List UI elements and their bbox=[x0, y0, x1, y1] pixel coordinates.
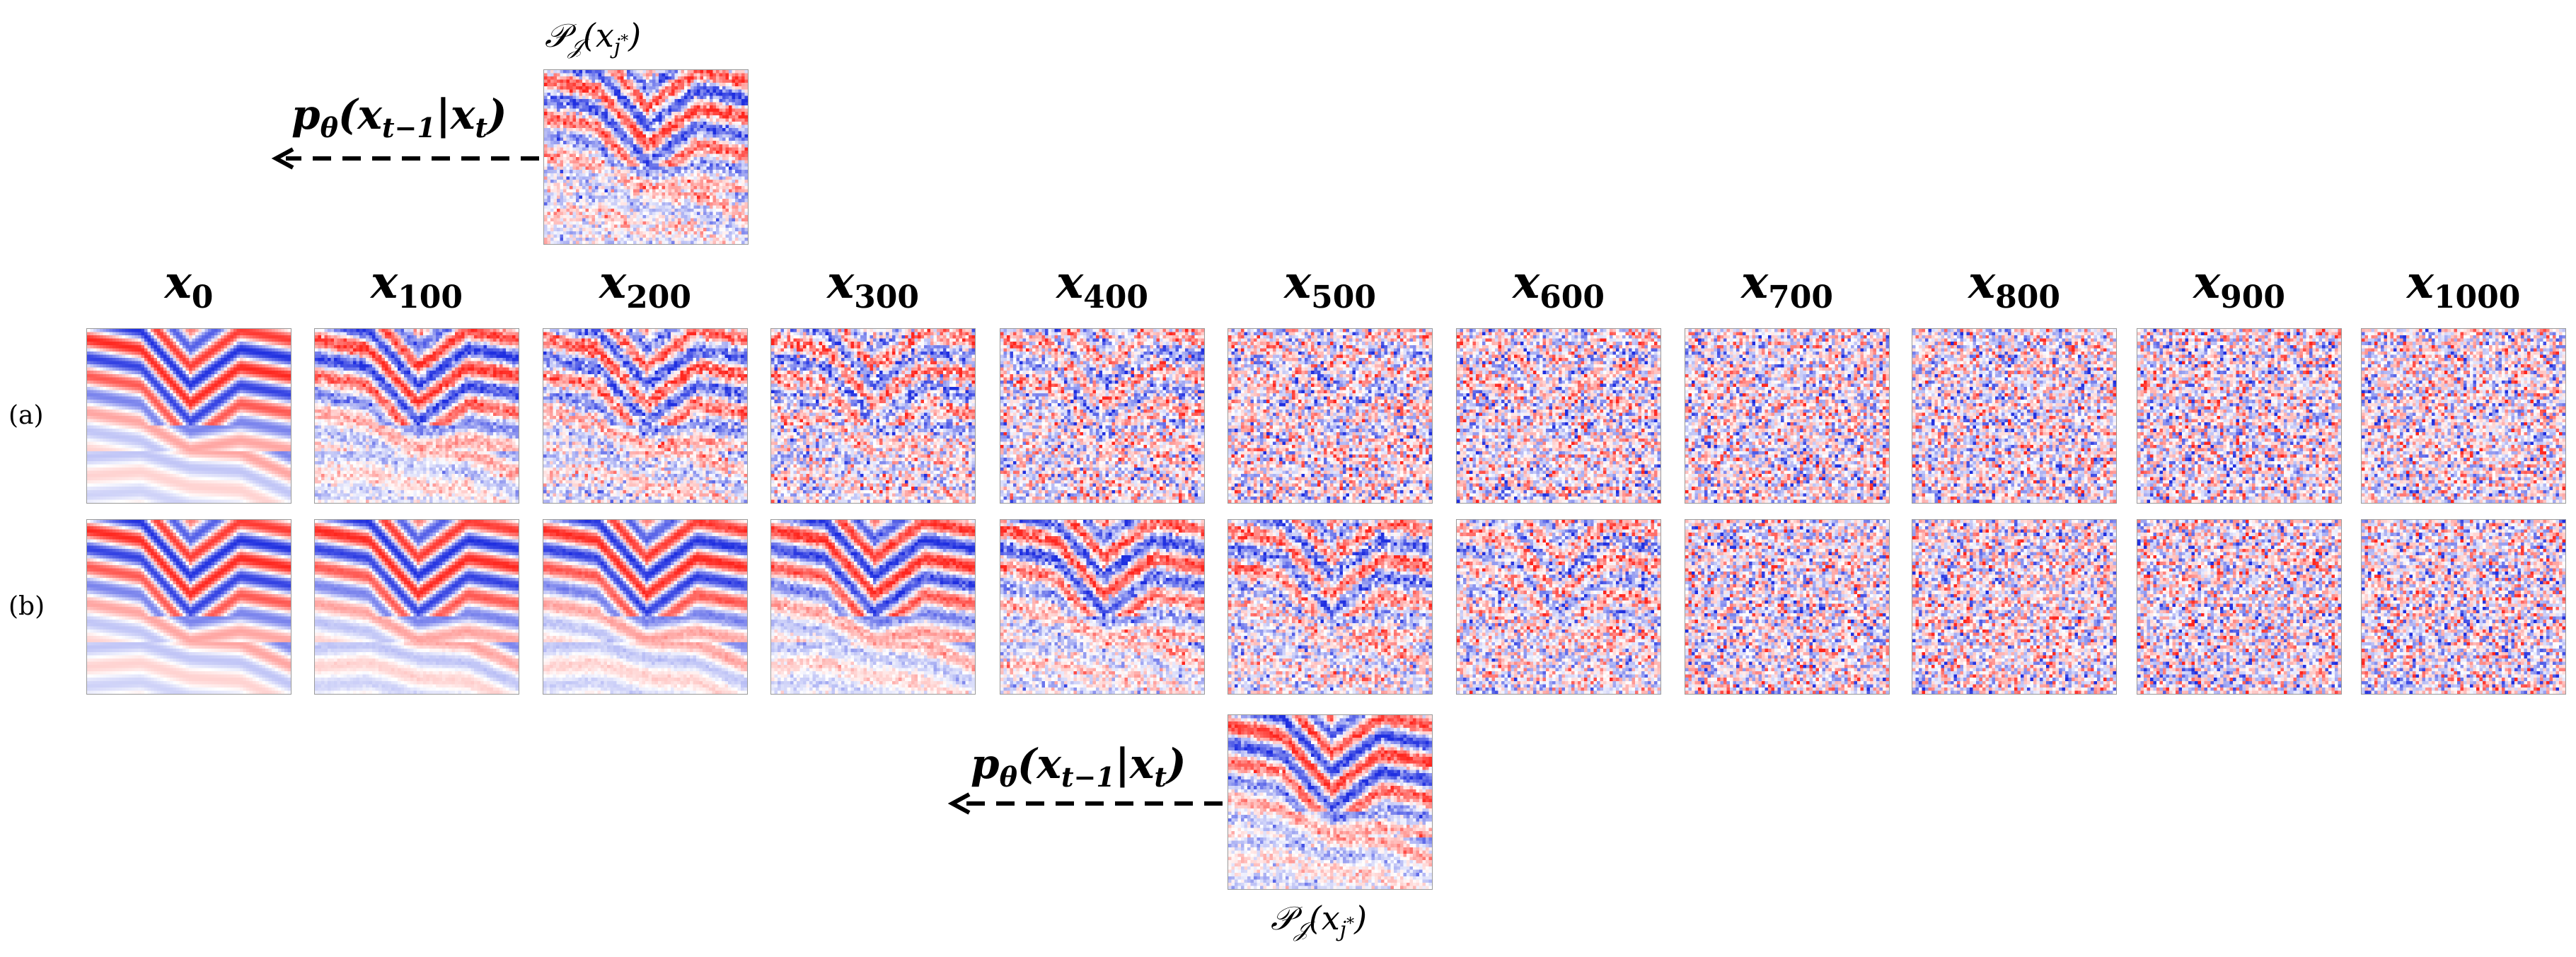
diffusion-panel bbox=[543, 519, 748, 695]
timestep-label: x800 bbox=[1968, 256, 2060, 315]
diffusion-panel bbox=[770, 519, 976, 695]
projection-image-top bbox=[543, 69, 749, 245]
diffusion-panel bbox=[543, 328, 748, 504]
diffusion-panel bbox=[1685, 519, 1890, 695]
reverse-process-arrow-top bbox=[271, 147, 539, 170]
timestep-label: x100 bbox=[370, 256, 463, 315]
projection-label-top: 𝒫𝒥(xj*) bbox=[545, 16, 642, 59]
diffusion-panel bbox=[314, 519, 519, 695]
diffusion-panel bbox=[1228, 519, 1433, 695]
diffusion-panel bbox=[1000, 519, 1205, 695]
timestep-label: x300 bbox=[826, 256, 919, 315]
diffusion-panel bbox=[2361, 519, 2566, 695]
diffusion-panel bbox=[2137, 519, 2342, 695]
projection-label-bottom: 𝒫𝒥(xj*) bbox=[1271, 899, 1368, 942]
diffusion-panel bbox=[2137, 328, 2342, 504]
reverse-process-label-top: pθ(xt−1|xt) bbox=[291, 91, 507, 144]
diffusion-panel bbox=[1000, 328, 1205, 504]
reverse-process-label-bottom: pθ(xt−1|xt) bbox=[971, 740, 1186, 793]
diffusion-panel bbox=[1456, 328, 1661, 504]
timestep-label: x1000 bbox=[2406, 256, 2521, 315]
row-label-b: (b) bbox=[8, 592, 45, 621]
timestep-label: x600 bbox=[1512, 256, 1605, 315]
diffusion-panel bbox=[86, 519, 291, 695]
diffusion-panel bbox=[1228, 328, 1433, 504]
timestep-label: x700 bbox=[1740, 256, 1833, 315]
timestep-label: x500 bbox=[1283, 256, 1376, 315]
diffusion-panel bbox=[1456, 519, 1661, 695]
diffusion-panel bbox=[1912, 328, 2117, 504]
timestep-label: x900 bbox=[2193, 256, 2285, 315]
timestep-label: x400 bbox=[1056, 256, 1148, 315]
timestep-label: x200 bbox=[599, 256, 691, 315]
diffusion-panel bbox=[1685, 328, 1890, 504]
projection-image-bottom bbox=[1228, 714, 1433, 890]
reverse-process-arrow-bottom bbox=[947, 792, 1223, 815]
timestep-label: x0 bbox=[164, 256, 214, 315]
diffusion-panel bbox=[86, 328, 291, 504]
diffusion-panel bbox=[2361, 328, 2566, 504]
diffusion-panel bbox=[770, 328, 976, 504]
diffusion-panel bbox=[1912, 519, 2117, 695]
diffusion-panel bbox=[314, 328, 519, 504]
row-label-a: (a) bbox=[8, 401, 44, 430]
